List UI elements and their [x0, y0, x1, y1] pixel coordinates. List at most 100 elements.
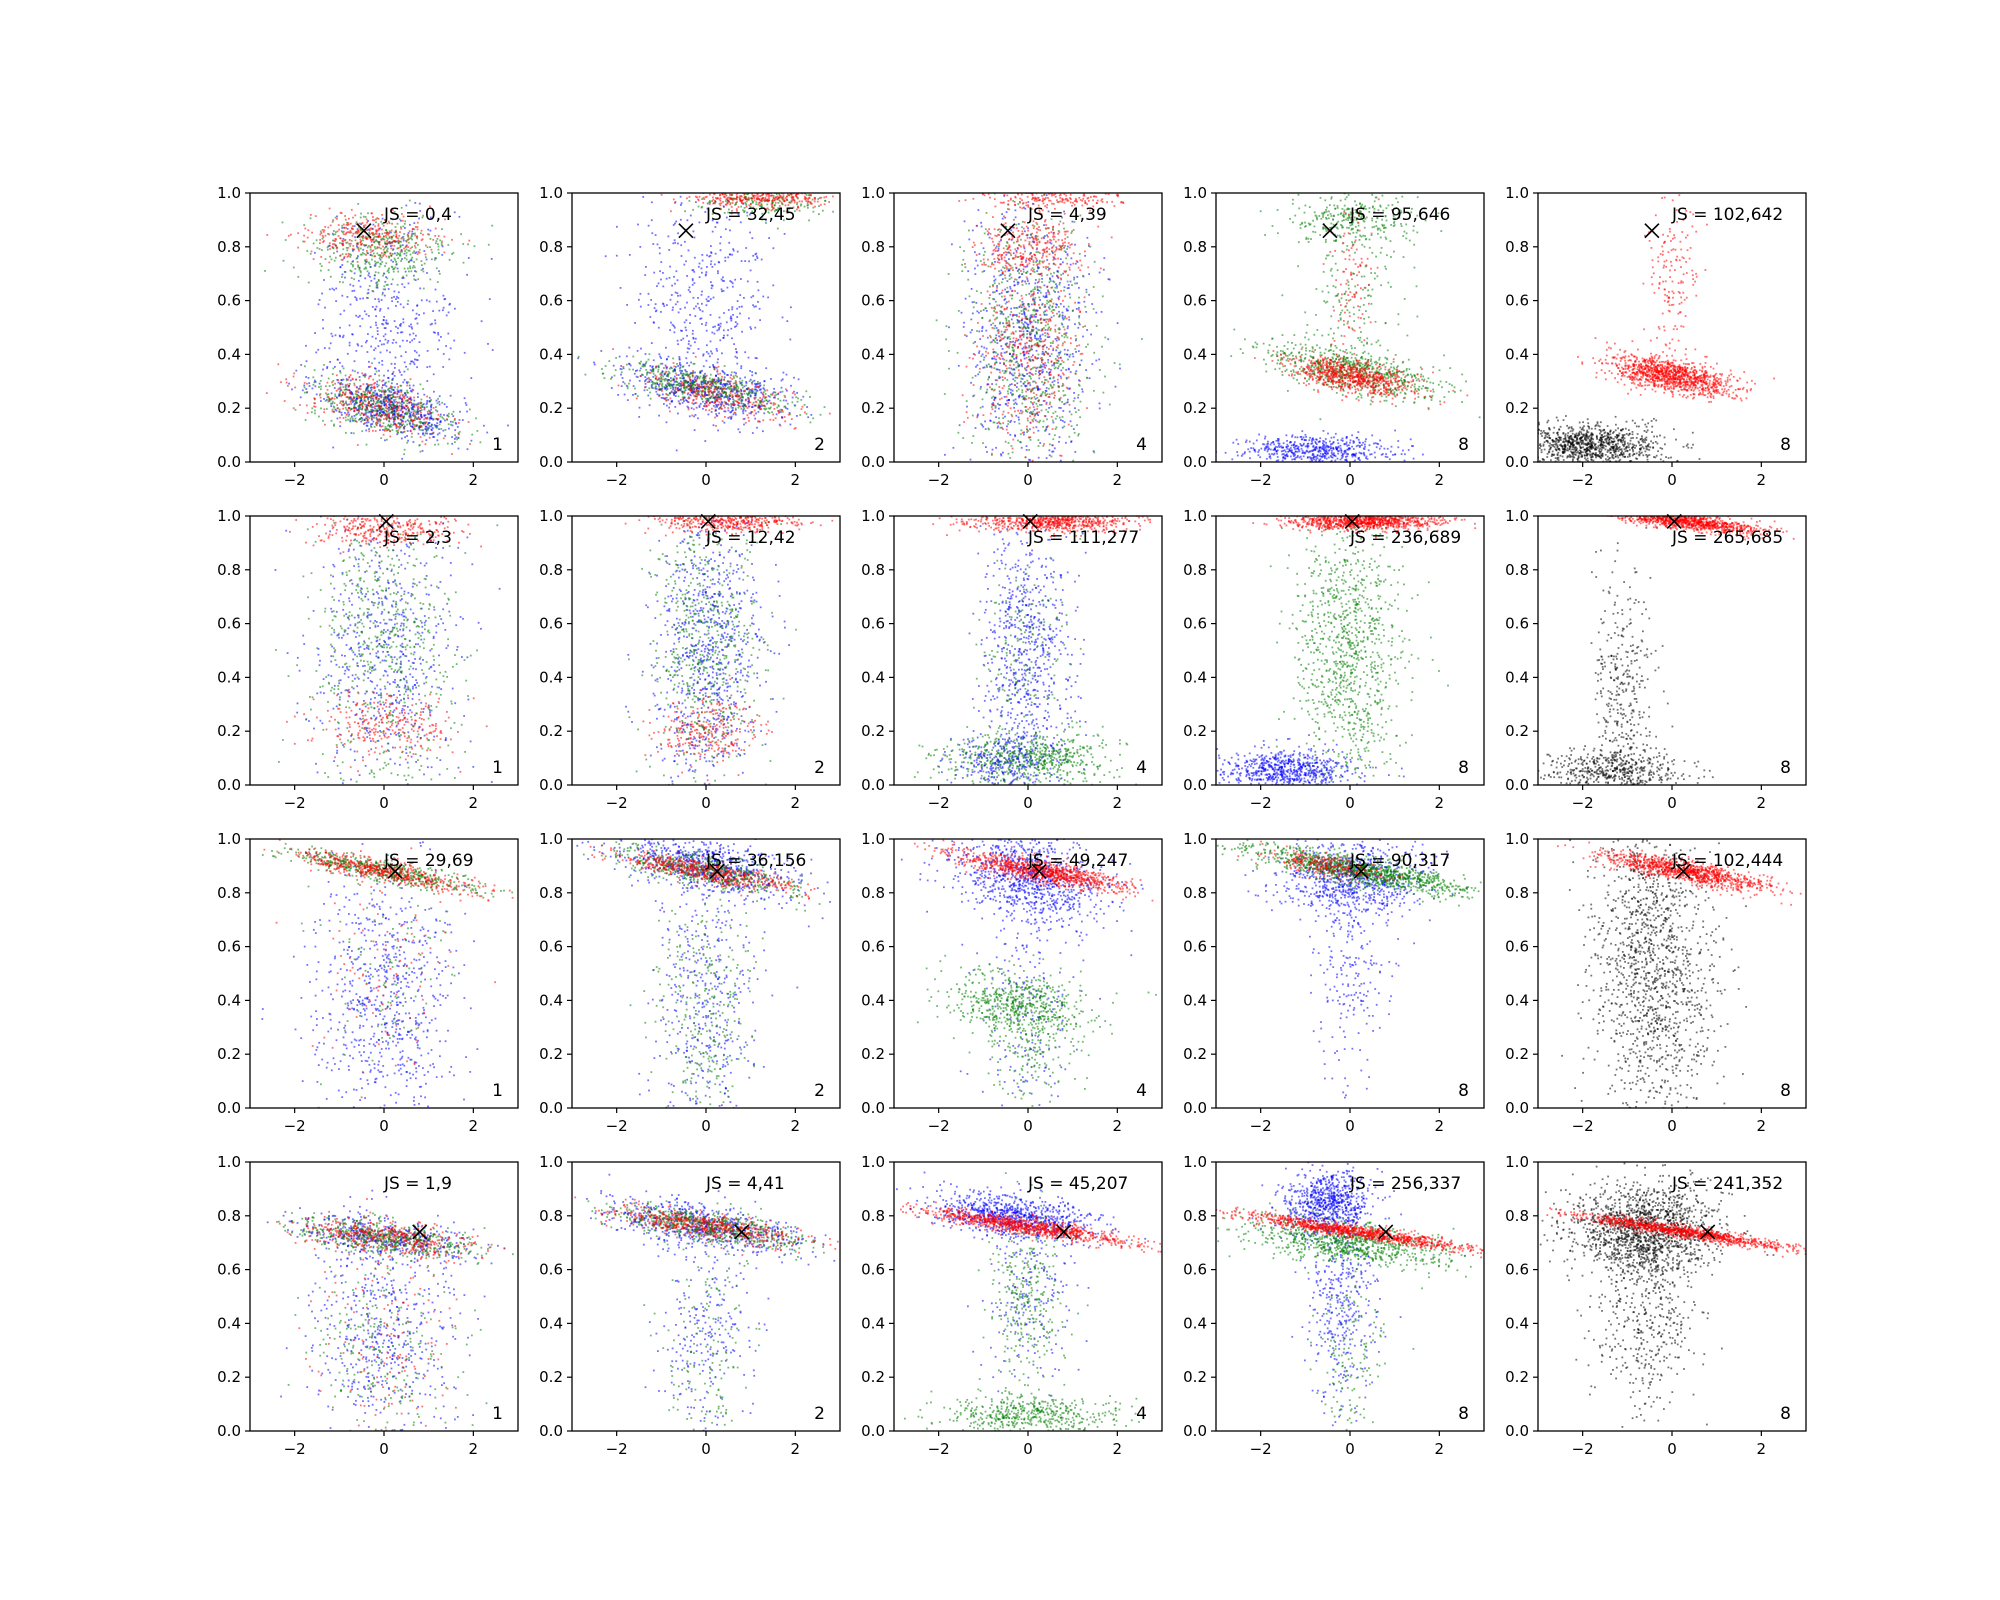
scatter-point	[375, 233, 378, 235]
series-2	[264, 199, 494, 456]
scatter-point	[344, 215, 346, 217]
scatter-point	[364, 236, 367, 239]
scatter-point	[686, 393, 689, 396]
scatter-point	[692, 392, 694, 395]
scatter-point	[390, 283, 393, 285]
scatter-point	[390, 385, 392, 388]
scatter-point	[399, 244, 402, 247]
scatter-point	[703, 396, 706, 398]
scatter-point	[405, 204, 408, 207]
scatter-point	[409, 267, 412, 269]
scatter-point	[773, 197, 775, 200]
scatter-point	[413, 405, 416, 408]
scatter-point	[422, 429, 424, 432]
scatter-point	[620, 371, 623, 374]
scatter-point	[409, 247, 412, 250]
scatter-point	[645, 360, 648, 363]
scatter-point	[952, 446, 955, 449]
scatter-point	[328, 207, 331, 210]
scatter-point	[404, 250, 406, 252]
scatter-point	[407, 299, 410, 302]
scatter-point	[391, 249, 394, 251]
scatter-point	[426, 406, 428, 408]
scatter-point	[751, 411, 754, 413]
scatter-point	[345, 414, 348, 416]
scatter-point	[340, 212, 343, 214]
scatter-point	[350, 227, 353, 229]
scatter-point	[658, 395, 661, 397]
scatter-point	[329, 275, 332, 278]
scatter-point	[793, 201, 796, 204]
scatter-point	[730, 315, 732, 318]
scatter-point	[442, 309, 444, 312]
scatter-point	[364, 260, 367, 262]
scatter-point	[610, 387, 613, 389]
scatter-point	[722, 337, 725, 339]
scatter-point	[385, 405, 388, 407]
scatter-point	[686, 347, 689, 350]
scatter-point	[691, 279, 694, 282]
scatter-point	[351, 235, 354, 237]
scatter-point	[365, 237, 368, 240]
scatter-point	[415, 312, 418, 315]
scatter-point	[807, 206, 809, 209]
scatter-point	[353, 402, 356, 405]
scatter-point	[397, 247, 400, 249]
scatter-point	[392, 270, 395, 273]
scatter-point	[620, 385, 623, 387]
scatter-point	[716, 405, 719, 408]
scatter-point	[383, 418, 385, 420]
scatter-point	[349, 401, 352, 403]
axes-frame	[571, 192, 841, 463]
scatter-point	[353, 419, 356, 422]
scatter-point	[377, 227, 380, 230]
scatter-point	[779, 408, 782, 411]
scatter-point	[710, 252, 713, 254]
scatter-point	[689, 386, 692, 388]
scatter-point	[447, 311, 450, 314]
scatter-point	[389, 405, 392, 408]
scatter-point	[416, 407, 419, 410]
scatter-point	[344, 391, 347, 394]
scatter-point	[381, 411, 383, 414]
scatter-point	[660, 278, 662, 281]
scatter-point	[339, 242, 341, 244]
scatter-point	[394, 414, 396, 417]
scatter-point	[810, 202, 813, 205]
scatter-point	[724, 410, 727, 413]
scatter-point	[368, 396, 371, 398]
scatter-point	[434, 331, 436, 334]
scatter-point	[1021, 279, 1024, 282]
scatter-point	[735, 381, 738, 384]
scatter-point	[812, 417, 815, 420]
scatter-point	[746, 211, 749, 214]
scatter-point	[330, 332, 333, 335]
scatter-point	[681, 374, 684, 376]
scatter-point	[751, 199, 753, 202]
scatter-point	[402, 431, 405, 433]
scatter-point	[416, 392, 419, 395]
scatter-point	[379, 340, 381, 342]
scatter-point	[765, 222, 767, 224]
scatter-point	[681, 366, 684, 368]
scatter-point	[709, 340, 712, 343]
scatter-point	[376, 399, 379, 402]
scatter-point	[366, 221, 368, 224]
scatter-point	[333, 243, 336, 245]
scatter-point	[415, 334, 417, 337]
scatter-point	[359, 247, 362, 250]
scatter-point	[732, 409, 734, 411]
scatter-point	[411, 246, 413, 249]
scatter-point	[765, 367, 768, 370]
scatter-point	[692, 230, 695, 233]
scatter-point	[1086, 236, 1089, 239]
scatter-point	[697, 385, 700, 387]
scatter-point	[391, 266, 394, 269]
scatter-point	[366, 387, 369, 390]
scatter-point	[697, 376, 699, 378]
scatter-point	[435, 240, 438, 242]
scatter-point	[425, 244, 427, 247]
scatter-point	[802, 395, 805, 398]
scatter-point	[687, 249, 690, 252]
scatter-point	[781, 316, 784, 319]
